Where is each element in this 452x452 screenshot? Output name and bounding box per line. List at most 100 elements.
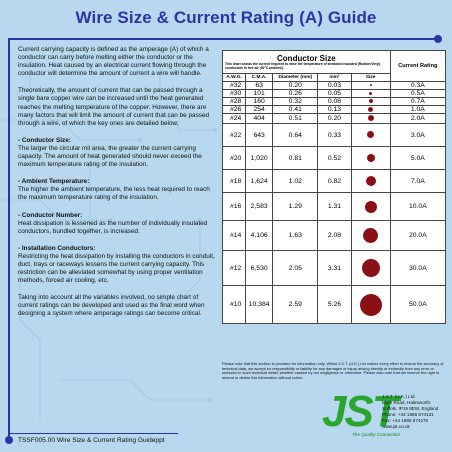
col-diameter: Diameter (mm) bbox=[272, 73, 319, 82]
intro-paragraph: Current carrying capacity is defined as … bbox=[18, 46, 209, 78]
table-row: #32 63 0.20 0.03 0.3A bbox=[221, 81, 447, 90]
cma-cell: 10,384 bbox=[245, 285, 274, 324]
table-row: #16 2,583 1.29 1.31 10.0A bbox=[221, 192, 447, 221]
table-body: #32 63 0.20 0.03 0.3A #30 101 0.26 0.05 0.5A #28 16… bbox=[221, 81, 447, 324]
address-line: Suffolk, IP19 8EW, England bbox=[382, 406, 439, 412]
size-cell bbox=[350, 81, 391, 90]
page-title: Wire Size & Current Rating (A) Guide bbox=[75, 8, 377, 27]
factor-conductor-number: - Conductor Number: Heat dissipation is … bbox=[18, 212, 216, 236]
cma-cell: 643 bbox=[245, 123, 274, 147]
table-row: #20 1,020 0.81 0.52 5.0A bbox=[221, 146, 447, 170]
awg-cell: #26 bbox=[221, 105, 247, 114]
conductor-size-header: Conductor Size This chart shows the curr… bbox=[222, 50, 391, 74]
address-line: Fax: +44 1986 874276 bbox=[382, 418, 429, 424]
wire-size-dot-icon bbox=[361, 259, 380, 277]
current-rating-cell: 0.5A bbox=[389, 89, 447, 98]
current-rating-cell: 10.0A bbox=[389, 192, 447, 221]
table-row: #12 6,530 2.05 3.31 30.0A bbox=[221, 250, 447, 286]
mm2-cell: 3.31 bbox=[317, 250, 352, 286]
awg-cell: #10 bbox=[221, 285, 247, 324]
current-rating-cell: 0.3A bbox=[389, 81, 447, 90]
factor-heading: - Conductor Number: bbox=[18, 211, 83, 219]
table-row: #14 4,106 1.63 2.08 20.0A bbox=[221, 220, 447, 251]
wire-size-dot-icon bbox=[368, 99, 373, 104]
col-cma: C.M.A. bbox=[245, 73, 274, 82]
diameter-cell: 1.63 bbox=[272, 220, 319, 251]
awg-cell: #12 bbox=[221, 250, 247, 286]
table-row: #28 160 0.32 0.08 0.7A bbox=[221, 97, 447, 106]
current-rating-cell: 0.7A bbox=[389, 97, 447, 106]
cma-cell: 160 bbox=[245, 97, 274, 106]
size-cell bbox=[350, 105, 391, 114]
current-rating-cell: 5.0A bbox=[389, 146, 447, 170]
factor-heading: - Conductor Size: bbox=[18, 136, 71, 144]
cma-cell: 1,624 bbox=[245, 169, 274, 193]
diameter-cell: 2.59 bbox=[272, 285, 319, 324]
awg-cell: #20 bbox=[221, 146, 247, 170]
current-rating-cell: 2.0A bbox=[389, 113, 447, 124]
factor-body: Heat dissipation is lessened as the numb… bbox=[18, 219, 208, 235]
mm2-cell: 0.05 bbox=[317, 89, 352, 98]
diameter-cell: 0.64 bbox=[272, 123, 319, 147]
awg-cell: #22 bbox=[221, 123, 247, 147]
mm2-cell: 0.13 bbox=[317, 105, 352, 114]
mm2-cell: 0.08 bbox=[317, 97, 352, 106]
col-mm2: mm² bbox=[317, 73, 352, 82]
cma-cell: 101 bbox=[245, 89, 274, 98]
wire-size-dot-icon bbox=[369, 91, 373, 95]
jst-logo: JST The Quality Connection bbox=[322, 390, 400, 438]
col-awg: A.W.G. bbox=[221, 73, 247, 82]
table-row: #22 643 0.64 0.33 3.0A bbox=[221, 123, 447, 147]
size-cell bbox=[350, 113, 391, 124]
awg-cell: #28 bbox=[221, 97, 247, 106]
conductor-size-label: Conductor Size bbox=[277, 53, 336, 63]
cma-cell: 4,106 bbox=[245, 220, 274, 251]
mm2-cell: 0.52 bbox=[317, 146, 352, 170]
table-row: #18 1,624 1.02 0.82 7.0A bbox=[221, 169, 447, 193]
awg-cell: #18 bbox=[221, 169, 247, 193]
diameter-cell: 1.02 bbox=[272, 169, 319, 193]
mm2-cell: 0.82 bbox=[317, 169, 352, 193]
factor-body: The larger the circular mil area, the gr… bbox=[18, 144, 202, 169]
current-rating-cell: 1.0A bbox=[389, 105, 447, 114]
wire-size-dot-icon bbox=[367, 115, 374, 122]
left-rule bbox=[5, 38, 13, 444]
factor-conductor-size: - Conductor Size: The larger the circula… bbox=[18, 137, 216, 169]
size-cell bbox=[350, 192, 391, 221]
wire-size-dot-icon bbox=[363, 228, 379, 243]
size-cell bbox=[350, 169, 391, 193]
awg-cell: #24 bbox=[221, 113, 247, 124]
awg-cell: #14 bbox=[221, 220, 247, 251]
document-footer: TSSF005.00 Wire Size & Current Rating Gu… bbox=[18, 437, 165, 444]
current-rating-cell: 20.0A bbox=[389, 220, 447, 251]
conclusion-paragraph: Taking into account all the variables in… bbox=[18, 294, 205, 318]
diameter-cell: 0.20 bbox=[272, 81, 319, 90]
wire-size-table: Conductor Size This chart shows the curr… bbox=[221, 50, 447, 324]
current-rating-cell: 30.0A bbox=[389, 250, 447, 286]
cma-cell: 404 bbox=[245, 113, 274, 124]
current-rating-cell: 3.0A bbox=[389, 123, 447, 147]
cma-cell: 254 bbox=[245, 105, 274, 114]
wire-size-dot-icon bbox=[368, 106, 374, 112]
wire-size-dot-icon bbox=[365, 176, 376, 186]
mm2-cell: 1.31 bbox=[317, 192, 352, 221]
theory-paragraph: Theoretically, the amount of current tha… bbox=[18, 87, 210, 127]
table-row: #10 10,384 2.59 5.26 50.0A bbox=[221, 285, 447, 324]
size-cell bbox=[350, 250, 391, 286]
cma-cell: 1,020 bbox=[245, 146, 274, 170]
diameter-cell: 0.51 bbox=[272, 113, 319, 124]
wire-size-dot-icon bbox=[366, 154, 375, 162]
table-note: This chart shows the current required to… bbox=[225, 61, 381, 70]
address-line: Blyth Road, Halesworth, bbox=[382, 400, 432, 406]
table-row: #30 101 0.26 0.05 0.5A bbox=[221, 89, 447, 98]
factor-body: Restricting the heat dissipation by inst… bbox=[18, 252, 215, 285]
cma-cell: 6,530 bbox=[245, 250, 274, 286]
factor-ambient-temperature: - Ambient Temperature: The higher the am… bbox=[18, 178, 216, 202]
size-cell bbox=[350, 89, 391, 98]
diameter-cell: 2.05 bbox=[272, 250, 319, 286]
factor-heading: - Installation Conductors: bbox=[18, 244, 96, 252]
address-line: Phone: +44 1986 874131 bbox=[382, 412, 434, 418]
factor-installation: - Installation Conductors: Restricting t… bbox=[18, 245, 216, 285]
wire-size-dot-icon bbox=[364, 200, 377, 213]
awg-cell: #32 bbox=[221, 81, 247, 90]
